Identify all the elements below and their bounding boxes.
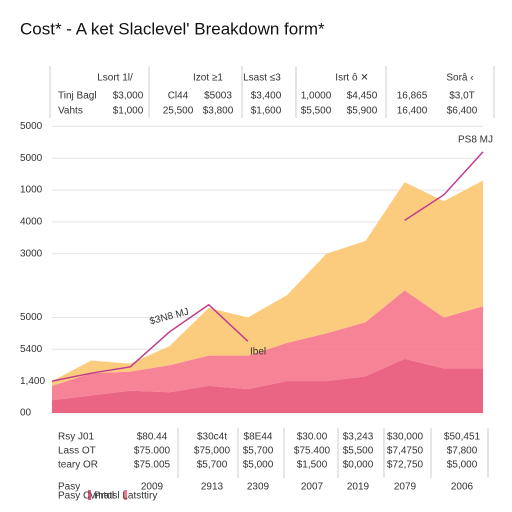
cell: 2009	[141, 482, 164, 493]
cell: $5,700	[197, 460, 228, 471]
cell: $30c4t	[197, 432, 227, 443]
y-tick-label: 5000	[20, 121, 43, 132]
cell: 2309	[247, 482, 270, 493]
cell: $75,000	[194, 446, 231, 457]
cell: $75.400	[294, 446, 331, 457]
cell: $5003	[204, 91, 232, 102]
cell: $3,0T	[449, 91, 475, 102]
cell: 2006	[451, 482, 474, 493]
cell: $0,000	[343, 460, 374, 471]
cell: 2913	[201, 482, 224, 493]
row-label: teary OR	[58, 460, 98, 471]
cell: $72,750	[387, 460, 424, 471]
row-label: Rsy J01	[58, 432, 95, 443]
cell: $3,400	[251, 91, 282, 102]
cell: $5,000	[447, 460, 478, 471]
cell: $1,000	[113, 106, 144, 117]
row-label: Pasy	[58, 482, 80, 493]
cell: $75.000	[134, 446, 171, 457]
cell: 2007	[301, 482, 324, 493]
cell: $30,000	[387, 432, 424, 443]
y-tick-label: 4000	[20, 217, 43, 228]
cell: $5,900	[347, 106, 378, 117]
column-header: Lsort 1l/	[97, 73, 133, 84]
area	[52, 358, 483, 413]
annotation: Ibel	[250, 347, 266, 358]
cell: 16,865	[397, 91, 428, 102]
row-label: Vahts	[58, 106, 83, 117]
cell: 16,400	[397, 106, 428, 117]
cell: Cl44	[168, 91, 189, 102]
cell: $5,700	[243, 446, 274, 457]
cell: $50,451	[444, 432, 481, 443]
cell: $5,500	[301, 106, 332, 117]
cell: $4,450	[347, 91, 378, 102]
y-tick-label: 5000	[20, 153, 43, 164]
cell: $3,000	[113, 91, 144, 102]
y-tick-label: 1,400	[20, 376, 45, 387]
legend-label: Pratsl Latsttiry	[94, 491, 157, 502]
column-header: Sorâ ‹	[446, 73, 473, 84]
cell: $5,000	[243, 460, 274, 471]
cell: $5,500	[343, 446, 374, 457]
legend-swatch	[124, 490, 127, 500]
cell: $3,800	[203, 106, 234, 117]
cell: $7,800	[447, 446, 478, 457]
y-tick-label: 00	[20, 408, 32, 419]
annotation: PS8 MJ	[458, 135, 493, 146]
column-header: Lsast ≤3	[243, 73, 281, 84]
cell: $75.005	[134, 460, 171, 471]
cell: $1,600	[251, 106, 282, 117]
chart-title: Cost* - A ket Slaclevel' Breakdown form*	[20, 19, 325, 38]
cell: 2019	[347, 482, 370, 493]
legend-swatch	[88, 490, 91, 500]
cell: 25,500	[163, 106, 194, 117]
cell: $6,400	[447, 106, 478, 117]
cell: $30.00	[297, 432, 328, 443]
annotation: $3N8 MJ	[149, 306, 190, 327]
y-tick-label: 1000	[20, 185, 43, 196]
cell: $1,500	[297, 460, 328, 471]
legend-label: Pasy Cvmtol	[58, 491, 114, 502]
area	[52, 180, 483, 386]
y-tick-label: 5000	[20, 312, 43, 323]
y-tick-label: 3000	[20, 248, 43, 259]
column-header: Isrt ô ✕	[335, 73, 368, 84]
cell: $8E44	[244, 432, 273, 443]
column-header: Izot ≥1	[193, 73, 223, 84]
row-label: Tinj Bagl	[58, 91, 97, 102]
cell: $3,243	[343, 432, 374, 443]
area	[52, 290, 483, 401]
cell: 2079	[394, 482, 417, 493]
row-label: Lass OT	[58, 446, 96, 457]
cell: 1,0000	[301, 91, 332, 102]
y-tick-label: 5400	[20, 344, 43, 355]
cell: $7,4750	[387, 446, 424, 457]
line	[51, 151, 484, 382]
cell: $80.44	[137, 432, 168, 443]
